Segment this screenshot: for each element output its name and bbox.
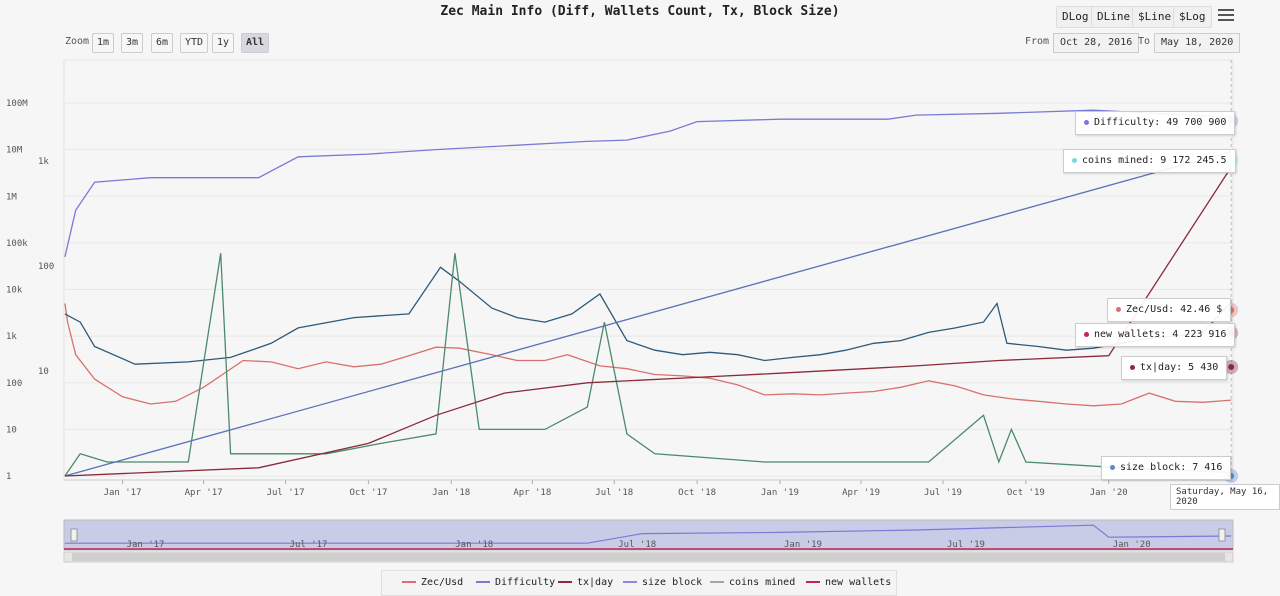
- x-tick-label: Oct '17: [349, 488, 387, 498]
- tooltip-price-text: Zec/Usd: 42.46 $: [1126, 304, 1223, 315]
- tooltip-wallets-text: new wallets: 4 223 916: [1094, 329, 1227, 340]
- y-tick-label: 10: [6, 425, 17, 435]
- legend-item-price[interactable]: Zec/Usd: [402, 577, 463, 588]
- navigator-series: [64, 524, 1232, 544]
- legend-label-wallets: new wallets: [825, 577, 892, 588]
- legend-item-tx[interactable]: tx|day: [558, 577, 613, 588]
- legend-item-coins[interactable]: coins mined: [710, 577, 795, 588]
- tooltip-tx-text: tx|day: 5 430: [1140, 362, 1219, 373]
- dlog-button[interactable]: DLog: [1056, 6, 1095, 28]
- tooltip-coins-text: coins mined: 9 172 245.5: [1082, 155, 1227, 166]
- y-tick-label: 1k: [6, 332, 17, 342]
- zoom-1y-button[interactable]: 1y: [212, 33, 235, 53]
- sline-button[interactable]: $Line: [1132, 6, 1178, 28]
- navigator-handle-right: [1218, 528, 1226, 542]
- legend-label-tx: tx|day: [577, 577, 614, 588]
- y-tick-label: 100M: [6, 99, 28, 109]
- x-tick-label: Jan '17: [104, 488, 142, 498]
- x-tick-label: Oct '18: [678, 488, 716, 498]
- legend-item-size[interactable]: size block: [623, 577, 702, 588]
- zoom-3m-button[interactable]: 3m: [121, 33, 144, 53]
- menu-icon[interactable]: [1215, 6, 1237, 26]
- y-tick-label: 100: [6, 379, 22, 389]
- x-tick-label: Jul '19: [924, 488, 962, 498]
- navigator-handle-left: [70, 528, 78, 542]
- tooltip-price: Zec/Usd: 42.46 $: [1107, 298, 1232, 322]
- zoom-all-button[interactable]: All: [241, 33, 270, 53]
- x-tick-label: Jan '20: [1090, 488, 1128, 498]
- from-label: From: [1025, 36, 1050, 47]
- y-tick-label: 1M: [6, 192, 17, 202]
- series-tx-line: [64, 266, 1232, 365]
- tooltip-difficulty-text: Difficulty: 49 700 900: [1094, 117, 1227, 128]
- crosshair-marker-dot: [1228, 364, 1235, 370]
- navigator-tick-label: Jul '17: [290, 540, 328, 550]
- navigator-tick-label: Jan '17: [127, 540, 165, 550]
- legend-label-price: Zec/Usd: [421, 577, 464, 588]
- from-date-input[interactable]: Oct 28, 2016: [1053, 33, 1140, 53]
- crosshair-date-label: Saturday, May 16, 2020: [1170, 484, 1280, 510]
- x-tick-label: Oct '19: [1007, 488, 1045, 498]
- series-wallets-line: [64, 166, 1232, 477]
- legend: Zec/Usd Difficulty tx|day size block coi…: [381, 570, 897, 596]
- to-label: To: [1138, 36, 1151, 47]
- legend-label-coins: coins mined: [729, 577, 796, 588]
- navigator-tick-label: Jan '18: [455, 540, 493, 550]
- to-date-input[interactable]: May 18, 2020: [1154, 33, 1241, 53]
- slog-button[interactable]: $Log: [1173, 6, 1212, 28]
- y2-tick-label: 100: [38, 262, 54, 272]
- plot-area: [63, 59, 1234, 481]
- chart-title: Zec Main Info (Diff, Wallets Count, Tx, …: [440, 4, 840, 19]
- x-tick-label: Apr '17: [185, 488, 223, 498]
- legend-label-difficulty: Difficulty: [495, 577, 556, 588]
- tooltip-wallets: new wallets: 4 223 916: [1075, 323, 1236, 347]
- navigator-scroll-thumb: [72, 553, 1225, 561]
- x-tick-label: Jan '18: [432, 488, 470, 498]
- y-tick-label: 10M: [6, 146, 23, 156]
- y-tick-label: 10k: [6, 286, 23, 296]
- legend-item-difficulty[interactable]: Difficulty: [476, 577, 555, 588]
- x-tick-label: Apr '19: [842, 488, 880, 498]
- zoom-6m-button[interactable]: 6m: [151, 33, 174, 53]
- x-tick-label: Jul '17: [267, 488, 305, 498]
- zoom-1m-button[interactable]: 1m: [92, 33, 115, 53]
- zoom-ytd-button[interactable]: YTD: [180, 33, 209, 53]
- x-tick-label: Apr '18: [513, 488, 551, 498]
- x-tick-label: Jan '19: [761, 488, 799, 498]
- tooltip-coins: coins mined: 9 172 245.5: [1063, 149, 1236, 173]
- navigator-tick-label: Jan '19: [784, 540, 822, 550]
- series-price-line: [64, 303, 1232, 407]
- navigator-window: [63, 519, 1234, 551]
- tooltip-tx: tx|day: 5 430: [1121, 356, 1228, 380]
- series-coins-line: [64, 150, 1232, 477]
- x-tick-label: Jul '18: [595, 488, 633, 498]
- dline-button[interactable]: DLine: [1091, 6, 1137, 28]
- tooltip-size: size block: 7 416: [1101, 456, 1232, 480]
- y2-tick-label: 10: [38, 367, 49, 377]
- legend-item-wallets[interactable]: new wallets: [806, 577, 891, 588]
- navigator-tick-label: Jan '20: [1113, 540, 1151, 550]
- series-difficulty-line: [64, 109, 1232, 258]
- navigator-tick-label: Jul '19: [947, 540, 985, 550]
- series-size-line: [64, 253, 1232, 477]
- y-tick-label: 100k: [6, 239, 28, 249]
- zoom-label: Zoom: [65, 36, 90, 47]
- tooltip-size-text: size block: 7 416: [1120, 462, 1223, 473]
- tooltip-difficulty: Difficulty: 49 700 900: [1075, 111, 1236, 135]
- y2-tick-label: 1k: [38, 157, 49, 167]
- legend-label-size: size block: [642, 577, 703, 588]
- y-tick-label: 1: [6, 472, 11, 482]
- navigator-tick-label: Jul '18: [618, 540, 656, 550]
